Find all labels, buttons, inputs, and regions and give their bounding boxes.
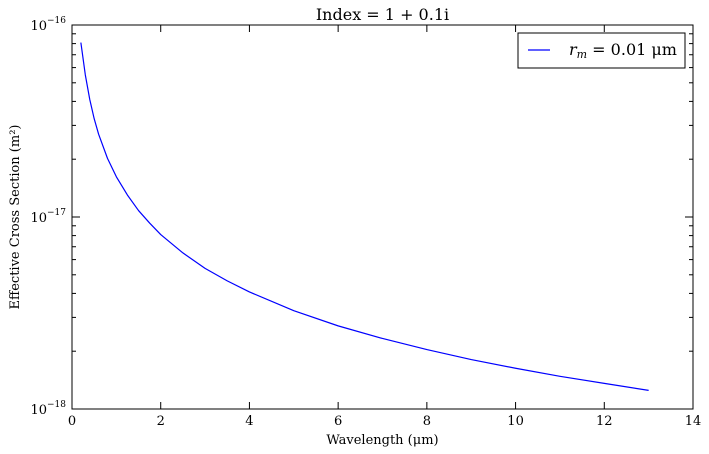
y-tick-label-base: 10 <box>30 211 47 226</box>
y-axis-label: Effective Cross Section (m²) <box>8 125 23 310</box>
plot-area <box>72 25 693 409</box>
y-tick-label: 10−16 <box>30 16 66 34</box>
x-tick-label: 14 <box>685 414 702 429</box>
x-tick-label: 6 <box>334 414 342 429</box>
x-tick-label: 0 <box>68 414 76 429</box>
x-tick-label: 4 <box>245 414 253 429</box>
legend-entry-sub: m <box>577 48 587 61</box>
legend-entry-rest: = 0.01 μm <box>587 40 677 59</box>
series-layer <box>80 42 649 391</box>
x-tick-label: 10 <box>507 414 524 429</box>
x-axis-label: Wavelength (μm) <box>326 433 438 448</box>
y-tick-label-exponent: −16 <box>47 16 66 26</box>
y-tick-label: 10−17 <box>30 208 66 226</box>
y-tick-label: 10−18 <box>30 400 66 418</box>
x-tick-label: 8 <box>423 414 431 429</box>
plot-frame <box>71 24 694 410</box>
legend-entry: rm = 0.01 μm <box>569 40 677 61</box>
y-tick-label-base: 10 <box>30 19 47 34</box>
legend: rm = 0.01 μm <box>517 32 686 69</box>
y-tick-label-exponent: −18 <box>47 400 66 410</box>
chart-title: Index = 1 + 0.1i <box>316 5 449 24</box>
x-tick-label: 2 <box>157 414 165 429</box>
x-tick-label: 12 <box>596 414 613 429</box>
series-line-0 <box>80 42 649 391</box>
legend-entry-base: r <box>569 40 578 59</box>
y-tick-label-exponent: −17 <box>47 208 66 218</box>
y-tick-label-base: 10 <box>30 403 47 418</box>
